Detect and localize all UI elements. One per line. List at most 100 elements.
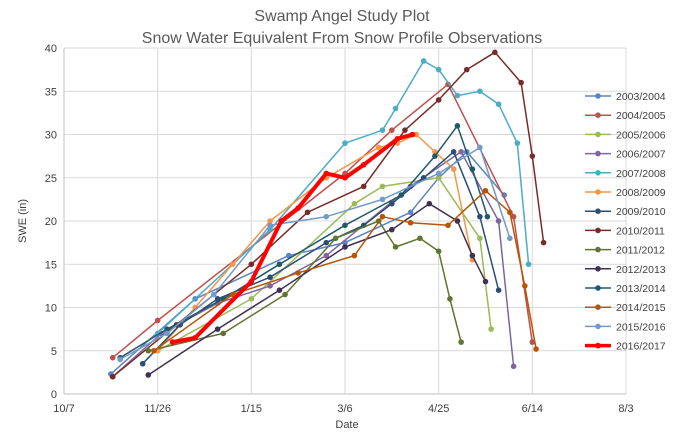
- series-2016-2017: [169, 131, 416, 345]
- legend-swatch-marker: [595, 304, 601, 311]
- legend-label: 2003/2004: [616, 91, 666, 103]
- data-point: [435, 170, 442, 177]
- data-point: [360, 161, 367, 168]
- data-point: [398, 192, 405, 198]
- data-point: [529, 339, 536, 345]
- legend-label: 2004/2005: [616, 110, 666, 122]
- data-point: [477, 235, 483, 242]
- data-point: [360, 183, 367, 190]
- x-axis-label: Date: [335, 419, 358, 431]
- x-tick-label: 3/6: [337, 403, 352, 415]
- series-line: [157, 60, 530, 334]
- data-point: [342, 174, 348, 181]
- data-point: [248, 261, 255, 268]
- data-point: [248, 278, 255, 285]
- legend-item: 2016/2017: [585, 341, 666, 353]
- axes: 0 5 10 15 20 25 30 35 40 10/7 11/26 1/15 3/6 4/25 6/14…: [45, 43, 634, 415]
- legend-swatch-marker: [595, 227, 601, 234]
- legend-label: 2007/2008: [616, 168, 666, 180]
- data-point: [276, 287, 283, 294]
- series-2003-2004: [108, 149, 508, 377]
- series-2007-2008: [154, 58, 532, 337]
- data-point: [426, 200, 433, 207]
- data-point: [518, 79, 524, 86]
- data-point: [323, 213, 330, 220]
- legend-item: 2013/2014: [585, 283, 666, 295]
- data-point: [450, 149, 457, 155]
- data-point: [164, 326, 170, 332]
- data-point: [445, 222, 451, 229]
- data-point: [477, 88, 483, 95]
- data-point: [510, 363, 517, 370]
- legend-item: 2008/2009: [585, 187, 666, 199]
- series-2014-2015: [151, 187, 539, 354]
- data-point: [529, 153, 536, 159]
- legend-swatch-marker: [595, 266, 601, 272]
- data-point: [229, 291, 236, 298]
- data-point: [409, 131, 416, 138]
- legend-swatch-marker: [595, 323, 601, 330]
- data-point: [267, 222, 273, 229]
- legend-item: 2003/2004: [585, 91, 666, 103]
- data-point: [469, 252, 476, 259]
- legend-item: 2007/2008: [585, 168, 666, 180]
- data-point: [379, 127, 386, 133]
- legend-swatch-marker: [595, 246, 601, 253]
- data-point: [495, 101, 502, 108]
- y-tick-label: 5: [51, 346, 57, 358]
- legend-label: 2005/2006: [616, 129, 666, 141]
- data-point: [477, 144, 483, 151]
- data-point: [420, 58, 427, 64]
- legend-item: 2006/2007: [585, 149, 666, 161]
- data-point: [402, 127, 408, 133]
- series-2005-2006: [154, 174, 494, 354]
- data-point: [389, 127, 395, 133]
- data-point: [450, 166, 457, 172]
- data-point: [276, 261, 283, 268]
- y-tick-label: 15: [45, 259, 57, 271]
- legend-item: 2005/2006: [585, 129, 666, 141]
- x-tick-label: 11/26: [144, 403, 171, 415]
- data-point: [379, 183, 386, 190]
- data-point: [151, 347, 157, 354]
- series-line: [148, 220, 462, 352]
- y-tick-label: 40: [45, 43, 57, 55]
- series-line: [172, 132, 413, 345]
- legend-label: 2013/2014: [616, 283, 666, 295]
- data-point: [342, 140, 348, 146]
- y-tick-label: 30: [45, 130, 57, 142]
- data-point: [379, 213, 386, 220]
- data-point: [488, 326, 494, 332]
- legend-item: 2009/2010: [585, 206, 666, 218]
- data-point: [282, 291, 288, 298]
- data-point: [394, 136, 401, 142]
- data-point: [495, 218, 502, 224]
- data-point: [278, 218, 285, 224]
- y-tick-label: 35: [45, 86, 57, 98]
- data-point: [469, 166, 476, 172]
- data-point: [342, 244, 348, 250]
- data-point: [477, 213, 483, 220]
- legend-label: 2014/2015: [616, 302, 666, 314]
- data-point: [484, 213, 491, 220]
- data-point: [389, 200, 395, 207]
- data-point: [379, 196, 386, 203]
- data-point: [295, 205, 301, 211]
- data-point: [522, 283, 528, 289]
- series-line: [142, 151, 500, 365]
- legend-swatch-marker: [595, 112, 601, 118]
- legend-swatch-marker: [595, 208, 601, 214]
- data-point: [164, 330, 170, 337]
- data-point: [447, 296, 453, 302]
- data-point: [454, 218, 461, 224]
- data-point: [392, 244, 399, 250]
- series-line: [119, 125, 489, 359]
- legend-item: 2015/2016: [585, 321, 666, 333]
- data-point: [463, 66, 470, 73]
- data-point: [507, 209, 513, 216]
- legend-swatch-marker: [595, 93, 601, 99]
- data-point: [332, 235, 339, 242]
- data-point: [229, 261, 236, 268]
- legend-label: 2012/2013: [616, 264, 666, 276]
